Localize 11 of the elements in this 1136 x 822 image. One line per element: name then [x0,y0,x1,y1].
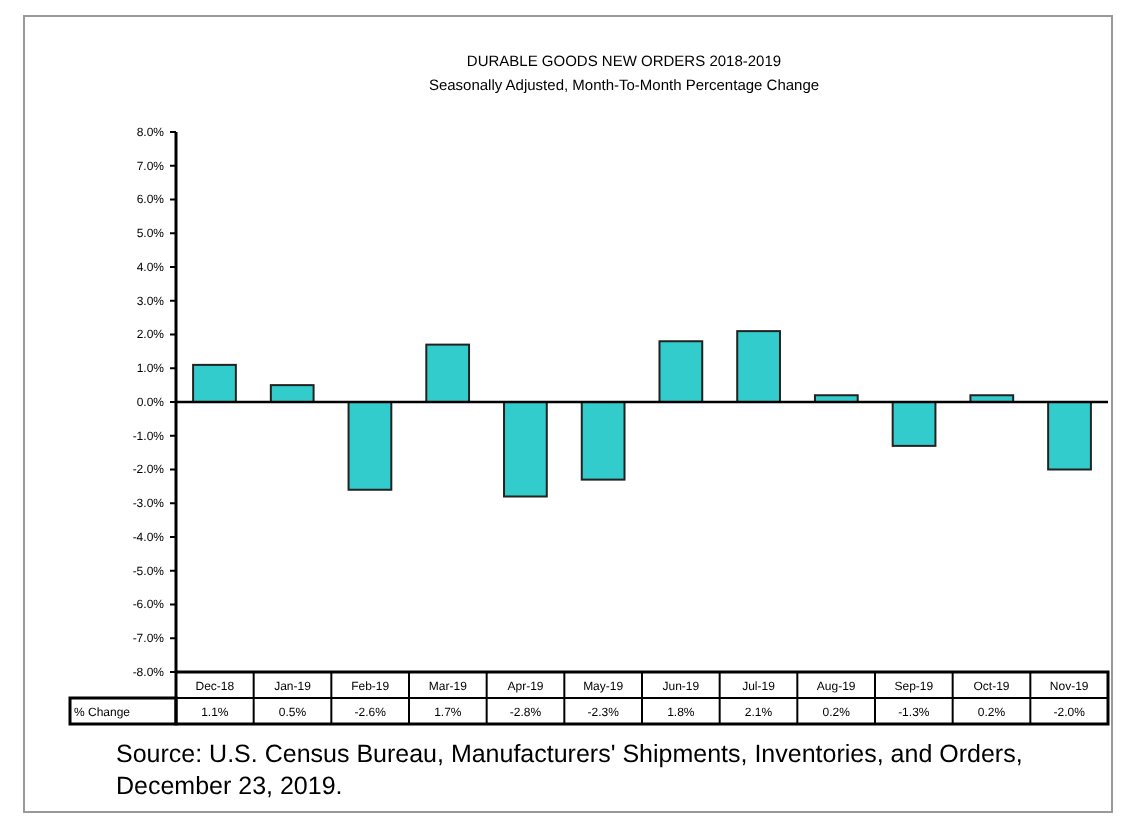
bar [269,384,315,403]
bar [425,343,471,403]
bar [192,363,237,403]
bar [1047,401,1092,471]
bar [658,340,704,403]
bar [503,401,548,498]
bar [736,330,781,403]
bar [891,401,937,447]
bar [347,401,393,491]
source-note: Source: U.S. Census Bureau, Manufacturers' Shipments, Inventories, and Orders, December 23, 2019. [116,740,1023,800]
bar [580,401,626,481]
